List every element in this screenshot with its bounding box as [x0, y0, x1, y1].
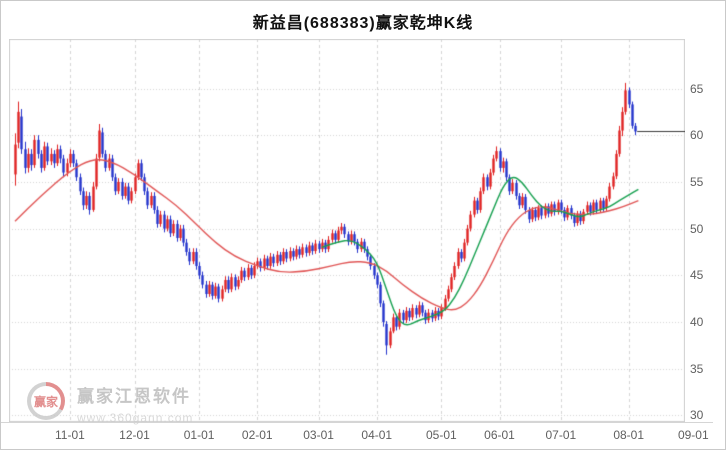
y-axis-label: 35 — [690, 361, 704, 376]
y-axis-label: 30 — [690, 408, 704, 423]
x-axis-label: 01-01 — [183, 428, 215, 442]
y-axis-label: 40 — [690, 315, 704, 330]
x-axis-label: 05-01 — [426, 428, 457, 442]
x-axis-label: 06-01 — [484, 428, 515, 442]
x-axis-label: 11-01 — [55, 428, 85, 442]
x-axis-label: 12-01 — [119, 428, 150, 442]
x-axis-label: 02-01 — [241, 428, 273, 442]
y-axis-label: 65 — [690, 81, 704, 96]
x-axis-label: 09-01 — [677, 428, 709, 442]
y-axis-label: 45 — [690, 268, 704, 283]
y-axis-label: 50 — [690, 221, 704, 236]
x-axis-label: 08-01 — [613, 428, 645, 442]
x-axis-label: 07-01 — [545, 428, 577, 442]
x-axis-line — [1, 422, 713, 423]
x-axis-label: 03-01 — [303, 428, 334, 442]
chart-title: 新益昌(688383)赢家乾坤K线 — [252, 15, 474, 32]
x-axis-label: 04-01 — [361, 428, 393, 442]
y-axis-label: 55 — [690, 174, 704, 189]
y-axis-label: 60 — [690, 128, 704, 143]
kline-canvas[interactable] — [9, 39, 685, 422]
